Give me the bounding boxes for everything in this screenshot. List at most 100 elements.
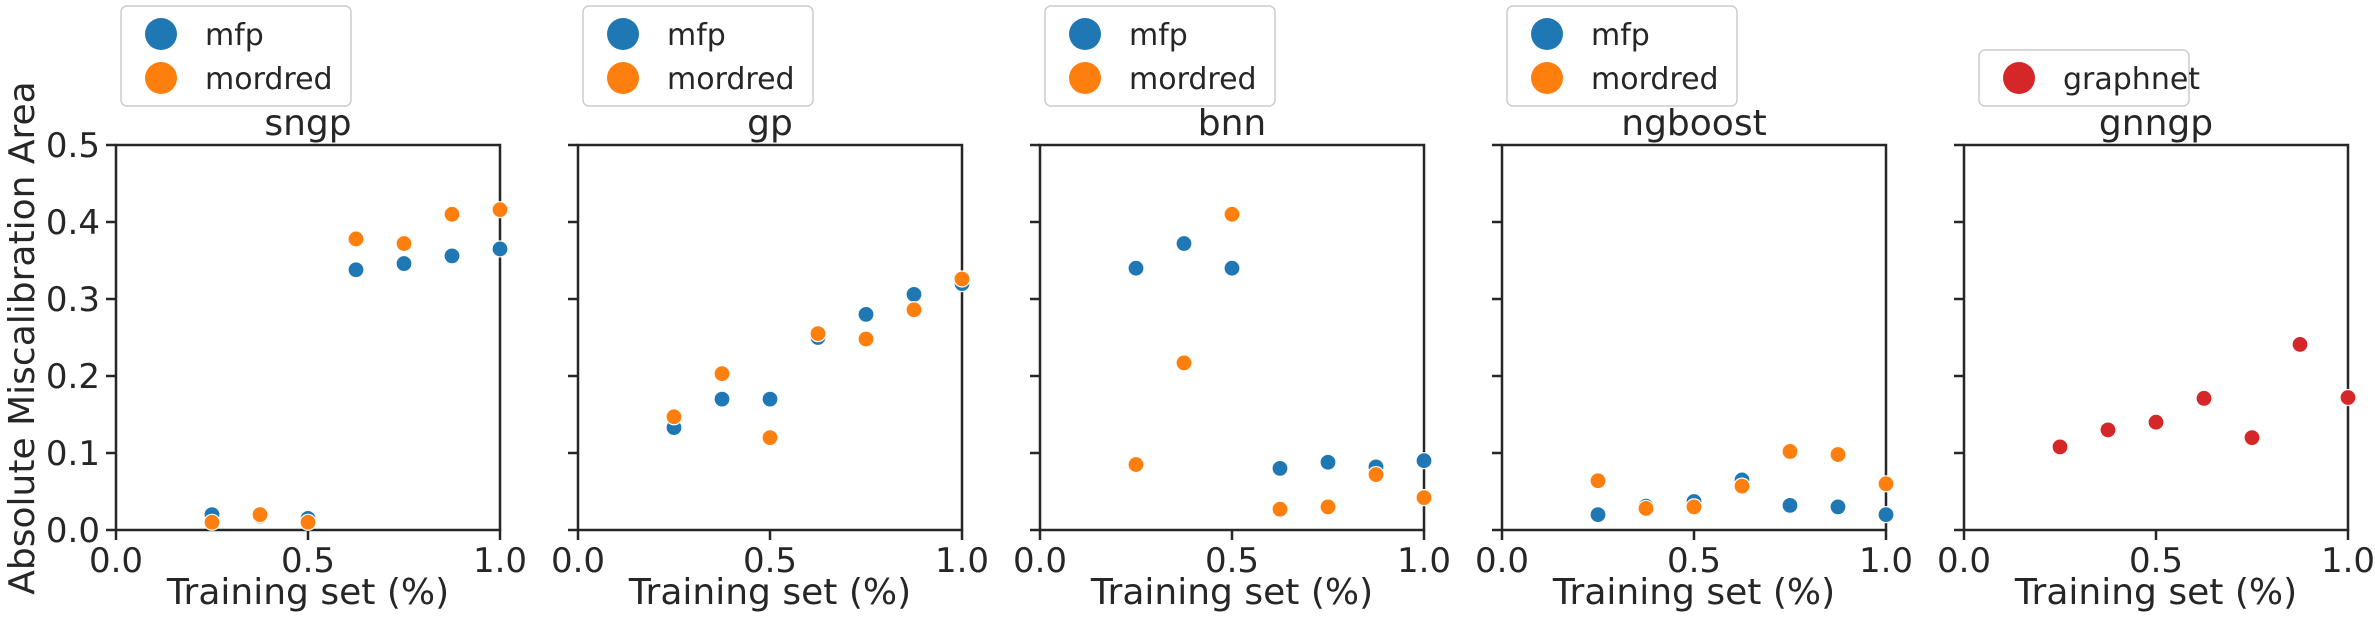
data-point [1877, 505, 1895, 524]
panel-title: ngboost [1621, 103, 1766, 144]
data-point [1781, 496, 1799, 514]
legend-label: mordred [1129, 62, 1257, 97]
x-tick-label: 1.0 [1397, 541, 1451, 581]
x-tick-label: 1.0 [1859, 541, 1913, 581]
data-point [1637, 499, 1655, 518]
data-point [857, 305, 875, 323]
data-point [1367, 465, 1385, 484]
legend-label: mordred [205, 62, 333, 97]
legend-label: mordred [667, 62, 795, 97]
y-axis-title: Absolute Miscalibration Area [2, 81, 43, 594]
x-tick-label: 0.0 [551, 541, 605, 581]
y-tick-label: 0.4 [46, 203, 100, 243]
data-point [1589, 472, 1607, 490]
legend-marker [145, 62, 177, 94]
data-point [347, 230, 365, 248]
y-tick-label: 0.2 [46, 357, 100, 397]
series-mfp [1127, 234, 1433, 477]
legend-box [1978, 49, 2190, 107]
y-tick-label: 0.5 [46, 126, 100, 166]
data-point [761, 429, 779, 447]
legend-box [120, 5, 352, 107]
data-point [299, 513, 317, 531]
data-point [905, 301, 923, 319]
data-point [347, 261, 365, 279]
x-tick-label: 0.0 [1475, 541, 1529, 581]
legend: mfp mordred [1506, 5, 1738, 107]
data-point [1415, 452, 1433, 470]
x-tick-label: 0.5 [281, 541, 335, 581]
legend-marker [145, 18, 177, 50]
data-point [713, 365, 731, 383]
data-point [1685, 498, 1703, 516]
data-point [1175, 234, 1193, 253]
legend-marker [1069, 62, 1101, 94]
x-tick-label: 0.0 [1937, 541, 1991, 581]
series-mordred [665, 270, 971, 447]
axes-frame [1962, 143, 2350, 532]
panel-title: sngp [264, 103, 351, 144]
data-point [1271, 500, 1289, 518]
data-point [1223, 205, 1241, 223]
x-axis-title: Training set (%) [1090, 572, 1373, 613]
data-point [761, 390, 779, 408]
x-tick-label: 1.0 [935, 541, 989, 581]
data-point [1877, 475, 1895, 493]
y-tick-label: 0.3 [46, 280, 100, 320]
x-tick-label: 0.0 [89, 541, 143, 581]
data-point [1127, 259, 1145, 277]
legend: mfp mordred [582, 5, 814, 107]
series-graphnet [2051, 335, 2357, 456]
axes-frame [114, 143, 502, 532]
legend-box [582, 5, 814, 107]
x-tick-label: 1.0 [2321, 541, 2375, 581]
legend-label: mfp [1591, 18, 1650, 53]
data-point [713, 390, 731, 408]
legend-marker [607, 18, 639, 50]
data-point [491, 201, 509, 219]
data-point [2243, 429, 2261, 447]
data-point [1127, 455, 1145, 474]
x-tick-label: 0.5 [1205, 541, 1259, 581]
data-point [2099, 421, 2117, 439]
legend-label: mfp [1129, 18, 1188, 53]
legend-box [1044, 5, 1276, 107]
legend-label: mfp [205, 18, 264, 53]
panel-title: gp [747, 103, 793, 144]
data-point [1781, 442, 1799, 461]
data-point [809, 325, 827, 343]
x-tick-label: 0.0 [1013, 541, 1067, 581]
panel-ngboost: ngboost 0.0 0.5 1.0 Training set (%) mfp mordr… [1475, 5, 1913, 613]
x-axis-title: Training set (%) [2014, 572, 2297, 613]
legend-marker [1069, 18, 1101, 50]
x-tick-label: 1.0 [473, 541, 527, 581]
data-point [2051, 438, 2069, 456]
data-point [953, 270, 971, 288]
legend: mfp mordred [120, 5, 352, 107]
series-mordred [203, 201, 509, 531]
data-point [1319, 453, 1337, 471]
legend-marker [607, 62, 639, 94]
data-point [443, 247, 461, 265]
data-point [395, 254, 413, 273]
legend: mfp mordred [1044, 5, 1276, 107]
x-axis-title: Training set (%) [628, 572, 911, 613]
axes-frame [1500, 143, 1888, 532]
data-point [905, 285, 923, 303]
legend-label: graphnet [2063, 62, 2200, 97]
legend-label: mordred [1591, 62, 1719, 97]
data-point [1319, 498, 1337, 516]
x-tick-label: 0.5 [2129, 541, 2183, 581]
legend-marker [1531, 18, 1563, 50]
data-point [665, 408, 683, 426]
x-axis-title: Training set (%) [1552, 572, 1835, 613]
series-mordred [1127, 205, 1433, 518]
data-point [395, 234, 413, 253]
data-point [1415, 489, 1433, 507]
panel-gp: gp 0.0 0.5 1.0 Training set (%) mfp mordred [551, 5, 989, 613]
data-point [203, 513, 221, 531]
axes-frame [576, 143, 964, 532]
panel-gnngp: gnngp 0.0 0.5 1.0 Training set (%) graphnet [1937, 49, 2375, 613]
